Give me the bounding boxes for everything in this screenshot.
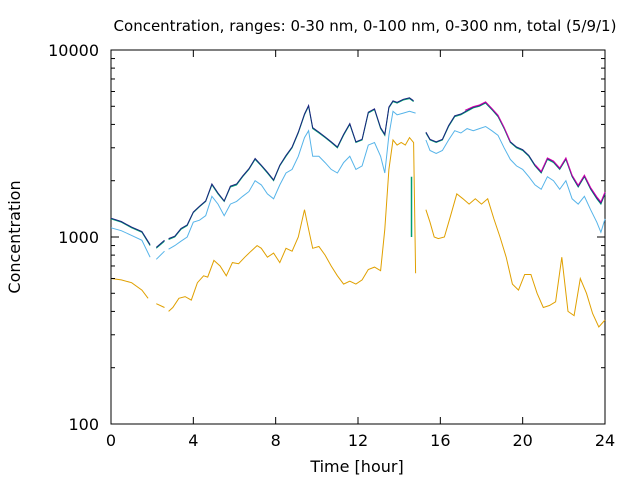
series-3-segment-1 bbox=[110, 218, 151, 246]
x-tick-label: 4 bbox=[188, 431, 198, 450]
series-4-segment-4 bbox=[425, 101, 606, 204]
y-tick-label: 10000 bbox=[48, 41, 99, 60]
y-axis-label: Concentration bbox=[5, 180, 24, 293]
series-2-segment-3 bbox=[168, 110, 416, 250]
series-4-segment-1 bbox=[110, 217, 151, 245]
series-5-segment-2 bbox=[534, 156, 606, 203]
chart-title: Concentration, ranges: 0-30 nm, 0-100 nm… bbox=[114, 17, 617, 35]
x-tick-label: 0 bbox=[106, 431, 116, 450]
y-tick-label: 100 bbox=[68, 415, 99, 434]
series-2-segment-1 bbox=[110, 227, 151, 258]
x-tick-label: 16 bbox=[430, 431, 450, 450]
x-tick-label: 24 bbox=[595, 431, 615, 450]
plot-frame bbox=[110, 49, 606, 425]
x-tick-label: 8 bbox=[271, 431, 281, 450]
series-3-segment-2 bbox=[155, 240, 165, 249]
series-4-segment-2 bbox=[155, 239, 165, 248]
plot-border bbox=[110, 49, 606, 425]
series-4-segment-3 bbox=[168, 97, 414, 240]
ticks-group: 0 4 8 12 16 20 24 100 1000 10000 bbox=[48, 41, 615, 450]
y-tick-label: 1000 bbox=[58, 228, 99, 247]
series-2-segment-2 bbox=[155, 250, 165, 260]
series-3-segment-3 bbox=[168, 98, 414, 240]
series-1-segment-1 bbox=[110, 278, 149, 299]
series-1-segment-4 bbox=[425, 193, 606, 328]
series-1-segment-3 bbox=[168, 136, 417, 312]
series-group bbox=[110, 97, 606, 328]
series-2-segment-4 bbox=[425, 125, 606, 234]
x-tick-label: 20 bbox=[512, 431, 532, 450]
x-axis-label: Time [hour] bbox=[309, 457, 403, 476]
series-1-segment-2 bbox=[156, 303, 165, 308]
series-5-segment-1 bbox=[464, 101, 511, 142]
x-tick-label: 12 bbox=[348, 431, 368, 450]
